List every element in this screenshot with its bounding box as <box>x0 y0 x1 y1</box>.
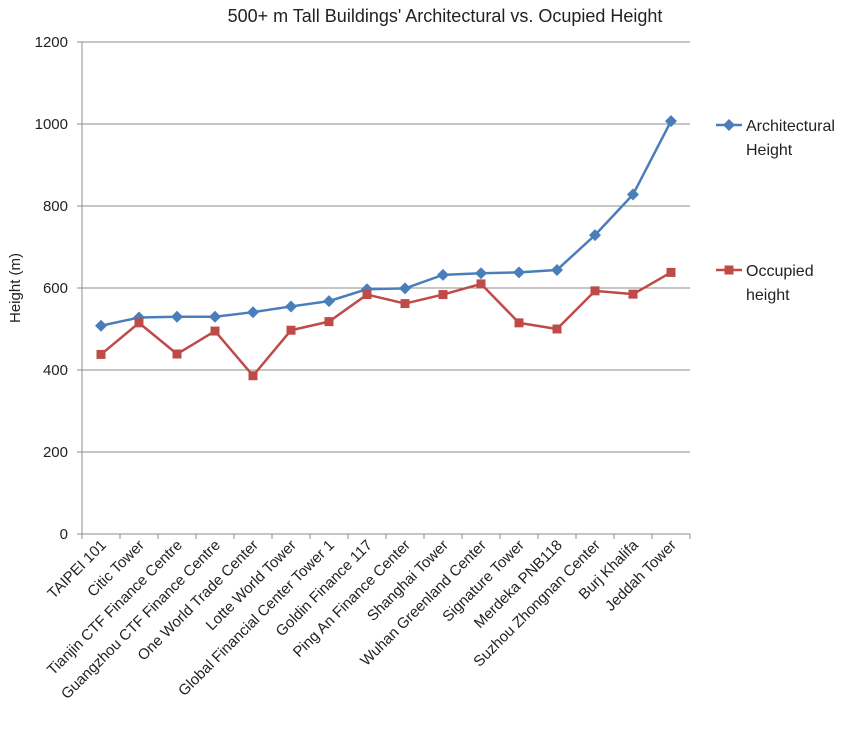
data-point-2 <box>324 317 334 327</box>
y-tick-label: 200 <box>43 444 68 461</box>
data-point-1 <box>209 310 221 323</box>
data-point-2 <box>514 318 524 328</box>
data-point-2 <box>286 325 296 335</box>
data-point-2 <box>552 324 562 334</box>
data-point-1 <box>665 115 677 128</box>
series-line-2 <box>100 271 672 377</box>
legend: Architectural Height Occupied height <box>716 118 835 304</box>
y-tick-label: 800 <box>43 198 68 215</box>
data-point-2 <box>210 326 220 336</box>
y-tick-label: 600 <box>43 280 68 297</box>
data-point-1 <box>171 310 183 323</box>
data-point-1 <box>551 263 563 276</box>
legend-label-2: Occupied <box>746 263 814 280</box>
legend-marker-2 <box>724 265 734 275</box>
data-point-2 <box>628 289 638 299</box>
data-point-1 <box>475 267 487 280</box>
chart-title: 500+ m Tall Buildings' Architectural vs.… <box>228 6 663 26</box>
legend-label-2: height <box>746 287 790 304</box>
data-point-1 <box>437 268 449 281</box>
data-point-2 <box>476 279 486 289</box>
data-point-2 <box>666 267 676 277</box>
y-tick-label: 400 <box>43 362 68 379</box>
series-line-1 <box>100 120 673 327</box>
data-point-1 <box>323 295 335 308</box>
data-point-2 <box>172 349 182 359</box>
data-point-2 <box>400 299 410 309</box>
data-point-1 <box>247 306 259 319</box>
data-point-1 <box>627 188 639 201</box>
data-point-2 <box>134 318 144 328</box>
data-point-2 <box>438 290 448 300</box>
y-axis-label: Height (m) <box>7 253 24 323</box>
data-point-1 <box>513 266 525 279</box>
data-point-2 <box>96 349 106 359</box>
y-tick-label: 1000 <box>35 116 68 133</box>
data-point-1 <box>399 282 411 295</box>
y-tick-label: 0 <box>60 526 68 543</box>
legend-label-1: Height <box>746 142 793 159</box>
data-point-2 <box>362 290 372 300</box>
gridlines <box>82 41 690 535</box>
data-point-2 <box>590 286 600 296</box>
series-layer <box>95 115 677 381</box>
data-point-1 <box>589 229 601 242</box>
legend-marker-1 <box>723 119 735 131</box>
data-point-1 <box>285 300 297 313</box>
data-point-2 <box>248 371 258 381</box>
legend-label-1: Architectural <box>746 118 835 135</box>
y-tick-label: 1200 <box>35 34 68 51</box>
data-point-1 <box>95 319 107 332</box>
